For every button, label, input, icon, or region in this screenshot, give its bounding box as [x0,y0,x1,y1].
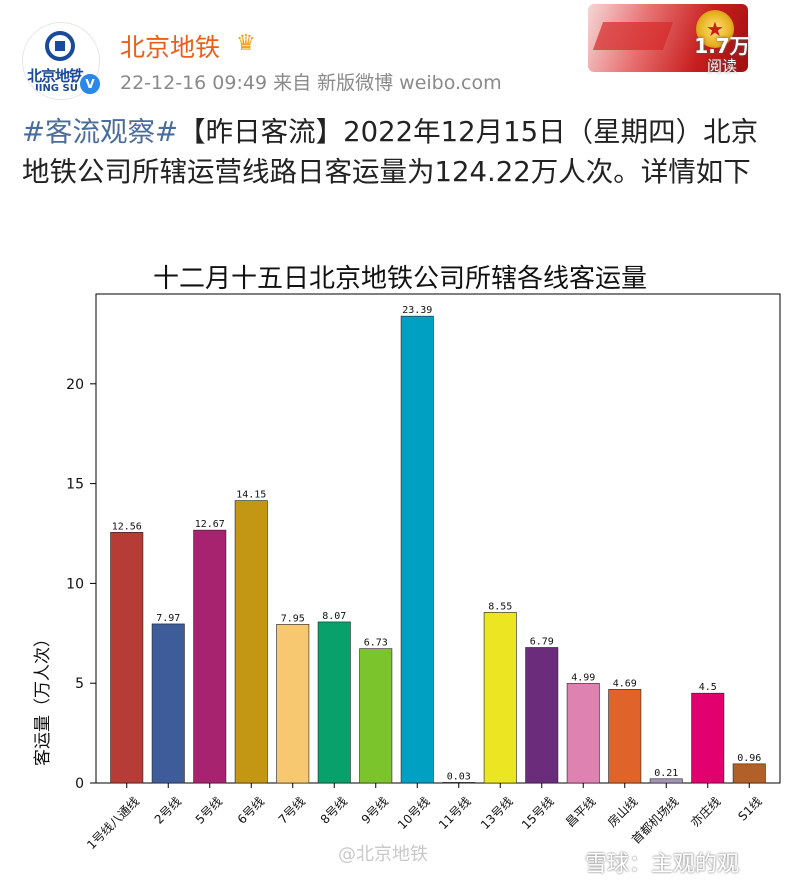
xueqiu-watermark: 雪球：主观的观 [585,852,740,877]
chart-svg: 0 5 10 15 20 12.56 7.97 12.67 14.15 7.95 8.07 6.73 2… [66,293,781,792]
read-count: 1.7万 阅读 [692,36,752,76]
bar-value-label: 6.79 [530,636,554,647]
post-body: 【昨日客流】2022年12月15日（星期四）北京地铁公司所辖运营线路日客运量为1… [22,116,759,188]
bar-value-label: 7.97 [156,613,180,624]
chart-title: 十二月十五日北京地铁公司所辖各线客运量 [152,264,647,294]
national-emblem-icon: ★ [696,10,734,48]
beijing-subway-logo-icon [45,31,75,61]
avatar[interactable]: 北京地铁 JING SU [22,22,100,100]
post-meta: 22-12-16 09:49 来自 新版微博 weibo.com [120,72,502,94]
bar [359,648,393,784]
username[interactable]: 北京地铁 [120,33,221,62]
bar [442,782,476,784]
bar [649,778,683,784]
bar [317,621,351,784]
bar [608,689,642,784]
bar-value-label: 4.99 [571,672,595,683]
bar [525,647,559,784]
bar-value-label: 0.96 [737,753,761,764]
read-count-label: 阅读 [706,57,737,75]
bar-value-label: 12.56 [112,521,142,532]
plot-frame [95,293,781,784]
bar-value-label: 23.39 [402,305,432,316]
bar-value-label: 4.69 [613,678,637,689]
y-tick-label: 10 [66,576,84,592]
read-count-banner: ★ [588,4,748,72]
bar-chart-image[interactable]: 十二月十五日北京地铁公司所辖各线客运量 0 5 10 15 20 12.56 7.97 12.… [0,246,800,888]
bar-value-label: 7.95 [281,613,305,624]
bar-value-label: 8.07 [322,611,346,622]
watermark: @北京地铁 [338,844,428,865]
y-tick-label: 0 [75,776,84,792]
y-tick-label: 5 [75,676,84,692]
bar-value-label: 8.55 [488,601,512,612]
verified-badge-icon: V [78,72,102,96]
y-axis-label: 客运量（万人次） [33,630,53,766]
bar [276,624,310,784]
crown-icon: ♛ [236,31,256,56]
bar [483,612,517,784]
bar [691,692,725,784]
bar [566,683,600,784]
bar-value-label: 6.73 [364,638,388,649]
bar-value-label: 4.5 [699,682,717,693]
bar-value-label: 0.03 [447,771,471,782]
bar [732,763,766,784]
bar [400,315,434,784]
hashtag-link[interactable]: #客流观察# [22,116,179,148]
bar-value-label: 0.21 [654,768,678,779]
flag-icon [592,22,674,50]
read-count-number: 1.7万 [694,34,750,58]
post-text: #客流观察#【昨日客流】2022年12月15日（星期四）北京地铁公司所辖运营线路… [22,112,782,192]
bar [234,500,268,784]
y-tick-label: 15 [66,477,84,493]
avatar-subtext: JING SU [35,83,78,94]
bar [193,529,227,784]
bar [110,532,144,784]
bar [151,623,185,784]
avatar-text: 北京地铁 [27,67,84,85]
bar-value-label: 12.67 [195,519,225,530]
bar-value-label: 14.15 [236,490,266,501]
y-tick-label: 20 [66,377,84,393]
